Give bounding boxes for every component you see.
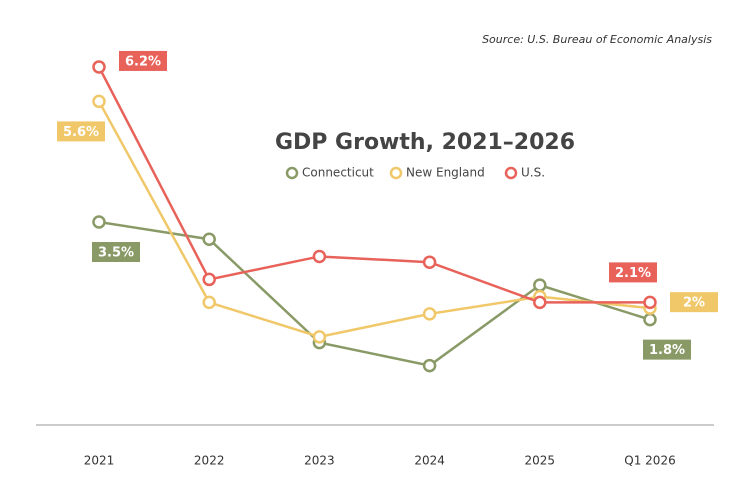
data-point [202,272,216,287]
legend-marker [285,166,299,180]
value-label-box [609,262,657,283]
x-tick-label: 2021 [84,454,115,468]
data-point [422,255,437,269]
data-point [92,215,106,229]
legend-marker [389,166,403,180]
data-point [533,278,547,292]
value-label-box [670,292,718,313]
legend-label: U.S. [521,166,545,180]
series-line [97,100,651,339]
chart-title: GDP Growth, 2021–2026 [275,130,575,155]
data-point [202,232,216,246]
x-tick-label: Q1 2026 [624,454,675,468]
x-tick-label: 2024 [414,454,445,468]
data-point [92,94,106,109]
source: Source: U.S. Bureau of Economic Analysis [482,33,712,46]
x-tick-label: 2023 [304,454,335,468]
value-label-box [119,50,167,71]
series-line [97,66,650,304]
data-point [422,307,437,321]
data-point [643,312,657,327]
value-label-box [643,339,691,360]
x-tick-label: 2022 [194,454,225,468]
legend-label: Connecticut [302,166,374,180]
value-label: 3.5% [98,246,134,261]
value-label-box [92,242,140,262]
data-point [312,330,327,344]
value-label: 2% [683,296,705,311]
legend-label: New England [406,166,485,180]
value-label: 5.6% [63,125,99,140]
value-label: 2.1% [615,266,651,281]
legend-marker [504,166,518,180]
series-line [98,220,651,367]
x-tick-label: 2025 [525,454,556,468]
value-label: 1.8% [649,343,685,358]
data-point [312,249,327,264]
data-point [202,295,216,310]
value-label: 6.2% [125,54,161,69]
data-point [643,295,657,310]
data-point [92,60,106,74]
value-label-box [57,121,105,142]
data-point [533,295,547,310]
data-point [422,358,437,373]
